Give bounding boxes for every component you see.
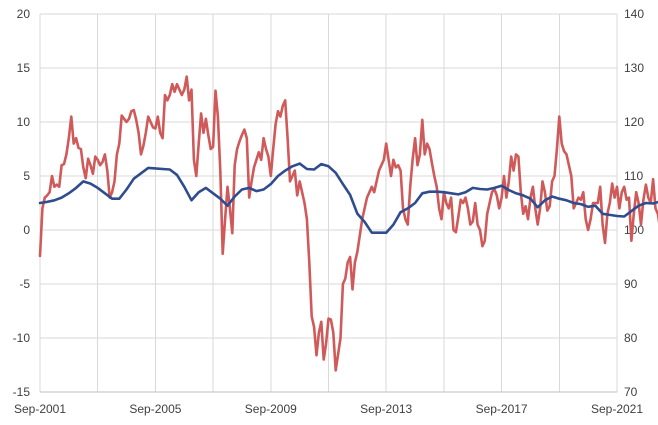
y-right-tick-label: 120 [624,115,644,129]
y-left-tick-label: 10 [17,115,31,129]
y-right-tick-label: 100 [624,223,644,237]
y-right-tick-label: 90 [624,277,638,291]
x-tick-label: Sep-2017 [476,402,528,416]
x-tick-label: Sep-2001 [14,402,66,416]
y-left-tick-label: -15 [13,385,31,399]
axes: -15 -10 -5 0 5 10 15 20 70 80 90 100 110 120 130 140 Sep… [13,7,645,416]
y-right-tick-label: 110 [624,169,643,183]
y-left-tick-label: 15 [17,61,31,75]
y-left-tick-label: 5 [23,169,30,183]
y-right-tick-label: 130 [624,61,644,75]
series-line-red [38,75,658,372]
y-right-tick-label: 70 [624,385,638,399]
x-tick-label: Sep-2005 [129,402,181,416]
series [38,75,658,372]
y-right-tick-label: 140 [624,7,644,21]
x-tick-label: Sep-2009 [245,402,297,416]
y-right-tick-label: 80 [624,331,638,345]
y-left-tick-label: 20 [17,7,31,21]
y-left-tick-label: 0 [23,223,30,237]
y-left-tick-label: -5 [19,277,30,291]
series-line-blue [38,162,658,234]
y-left-tick-label: -10 [13,331,31,345]
x-tick-label: Sep-2021 [591,402,643,416]
x-tick-label: Sep-2013 [360,402,412,416]
